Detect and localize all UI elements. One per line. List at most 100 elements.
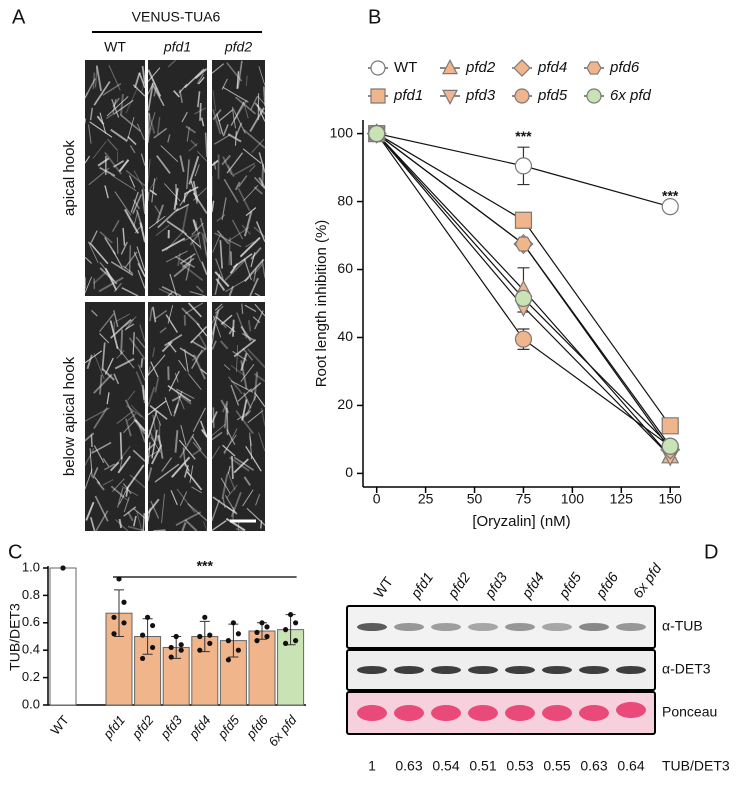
- x-tick-label: pfd1: [100, 712, 128, 742]
- x-tick-label: 125: [610, 491, 634, 507]
- x-tick-label: 0: [373, 491, 381, 507]
- band: [468, 666, 498, 674]
- data-point: [150, 645, 155, 650]
- band: [468, 623, 498, 631]
- row-label: apical hook: [61, 140, 78, 216]
- legend-marker: [515, 89, 529, 103]
- micrograph-image: [212, 60, 265, 296]
- lane-label: pfd1: [407, 569, 436, 601]
- data-point: [197, 648, 202, 653]
- ratio-value: 0.51: [469, 758, 496, 774]
- ratio-value: 0.53: [506, 758, 533, 774]
- band: [579, 705, 609, 721]
- band: [394, 705, 424, 721]
- y-tick-label: 0.8: [22, 587, 40, 602]
- data-point: [236, 648, 241, 653]
- band: [468, 705, 498, 721]
- legend-label: pfd4: [537, 59, 567, 76]
- lane-label: pfd5: [555, 569, 584, 601]
- data-point: [202, 615, 207, 620]
- row-label: below apical hook: [61, 356, 78, 476]
- legend-marker: [371, 89, 385, 103]
- column-label: pfd2: [224, 39, 252, 55]
- x-tick-label: WT: [47, 712, 72, 737]
- microtubule-texture: [141, 358, 142, 368]
- row-label: α-TUB: [662, 618, 703, 634]
- ratio-value: 1: [368, 758, 376, 774]
- lane-label: pfd4: [518, 569, 547, 601]
- data-point: [207, 641, 212, 646]
- microtubule-texture: [148, 192, 149, 201]
- x-tick-label: pfd4: [185, 712, 213, 742]
- microtubule-texture: [233, 320, 234, 337]
- x-tick-label: pfd5: [214, 712, 243, 742]
- data-point: [140, 656, 145, 661]
- micrograph-title: VENUS-TUA6: [132, 9, 221, 25]
- microtubule-texture: [121, 432, 122, 459]
- point: [662, 438, 678, 454]
- y-tick-label: 0.2: [22, 669, 40, 684]
- data-point: [283, 641, 288, 646]
- legend-label: pfd2: [465, 59, 496, 76]
- ratio-label: TUB/DET3: [662, 758, 730, 774]
- lane-label: pfd2: [444, 569, 473, 601]
- band: [579, 623, 609, 631]
- y-tick-label: 0: [345, 464, 353, 480]
- data-point: [169, 645, 174, 650]
- y-tick-label: 0.4: [22, 642, 40, 657]
- data-point: [111, 615, 116, 620]
- band: [431, 623, 461, 631]
- blot: WT1pfd10.63pfd20.54pfd30.51pfd40.53pfd50…: [347, 559, 730, 773]
- data-point: [121, 620, 126, 625]
- data-point: [293, 638, 298, 643]
- column-label: WT: [104, 39, 126, 55]
- x-tick-label: 6x pfd: [265, 712, 300, 749]
- y-tick-label: 60: [337, 260, 353, 276]
- band: [357, 705, 387, 721]
- legend-label: pfd1: [393, 87, 423, 104]
- ratio-value: 0.55: [543, 758, 570, 774]
- band: [357, 666, 387, 674]
- data-point: [259, 620, 264, 625]
- data-point: [150, 623, 155, 628]
- y-tick-label: 100: [330, 124, 354, 140]
- band: [616, 702, 646, 718]
- point: [515, 158, 531, 174]
- x-tick-label: 150: [659, 491, 683, 507]
- data-point: [264, 634, 269, 639]
- microtubule-texture: [184, 194, 185, 202]
- data-point: [111, 631, 116, 636]
- y-axis-label: Root length inhibition (%): [313, 220, 330, 388]
- band: [542, 623, 572, 631]
- data-point: [140, 633, 145, 638]
- y-tick-label: 0.6: [22, 614, 40, 629]
- microtubule-texture: [200, 103, 201, 121]
- legend-marker: [443, 90, 457, 103]
- band: [505, 705, 535, 721]
- legend-marker: [443, 60, 457, 73]
- data-point: [60, 565, 65, 570]
- legend-label: 6x pfd: [610, 87, 652, 104]
- data-point: [197, 634, 202, 639]
- data-point: [174, 634, 179, 639]
- band: [542, 705, 572, 721]
- significance: ***: [662, 187, 679, 203]
- data-point: [179, 642, 184, 647]
- x-tick-label: 25: [418, 491, 434, 507]
- band: [431, 666, 461, 674]
- bar: [50, 568, 76, 705]
- panel-label: A: [12, 6, 26, 28]
- band: [579, 666, 609, 674]
- data-point: [288, 612, 293, 617]
- data-point: [236, 631, 241, 636]
- x-tick-label: pfd3: [157, 712, 186, 742]
- x-axis-label: [Oryzalin] (nM): [472, 513, 570, 530]
- band: [505, 666, 535, 674]
- significance: ***: [515, 128, 532, 144]
- panel-label: B: [368, 6, 381, 28]
- y-axis-label: TUB/DET3: [7, 603, 23, 671]
- lane-label: pfd3: [481, 569, 510, 601]
- microtubule-texture: [117, 237, 118, 253]
